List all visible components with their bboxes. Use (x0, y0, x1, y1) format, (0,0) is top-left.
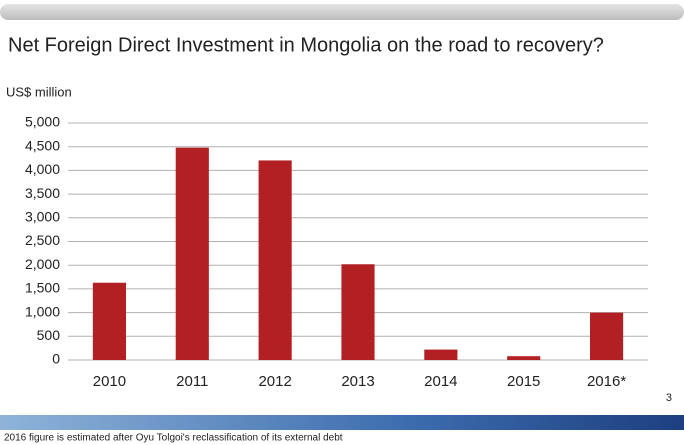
x-tick-label: 2014 (424, 373, 457, 390)
y-tick-label: 0 (52, 351, 60, 367)
top-bar (0, 4, 684, 20)
y-axis-label: US$ million (6, 84, 72, 99)
y-tick-label: 1,000 (25, 303, 60, 319)
y-tick-label: 1,500 (25, 280, 60, 296)
x-tick-label: 2010 (93, 373, 126, 390)
y-tick-label: 3,000 (25, 209, 60, 225)
y-tick-label: 3,500 (25, 185, 60, 201)
x-tick-label: 2015 (507, 373, 540, 390)
chart-title: Net Foreign Direct Investment in Mongoli… (8, 34, 604, 56)
y-tick-label: 500 (37, 327, 61, 343)
y-tick-label: 5,000 (25, 114, 60, 130)
y-tick-label: 4,500 (25, 137, 60, 153)
x-tick-label: 2016* (587, 373, 626, 390)
footnote: 2016 figure is estimated after Oyu Tolgo… (4, 433, 343, 444)
y-tick-label: 2,000 (25, 256, 60, 272)
x-tick-label: 2011 (176, 373, 208, 390)
bar (424, 349, 458, 360)
bar (92, 282, 126, 360)
y-tick-label: 2,500 (25, 232, 60, 248)
bar (507, 356, 541, 360)
y-tick-label: 4,000 (25, 161, 60, 177)
page-number: 3 (666, 392, 672, 404)
bar (341, 264, 375, 360)
bar (590, 312, 624, 360)
bar (175, 147, 209, 360)
bar (258, 160, 292, 360)
x-tick-label: 2013 (341, 373, 374, 390)
bottom-bar (0, 415, 684, 430)
x-tick-label: 2012 (258, 373, 291, 390)
